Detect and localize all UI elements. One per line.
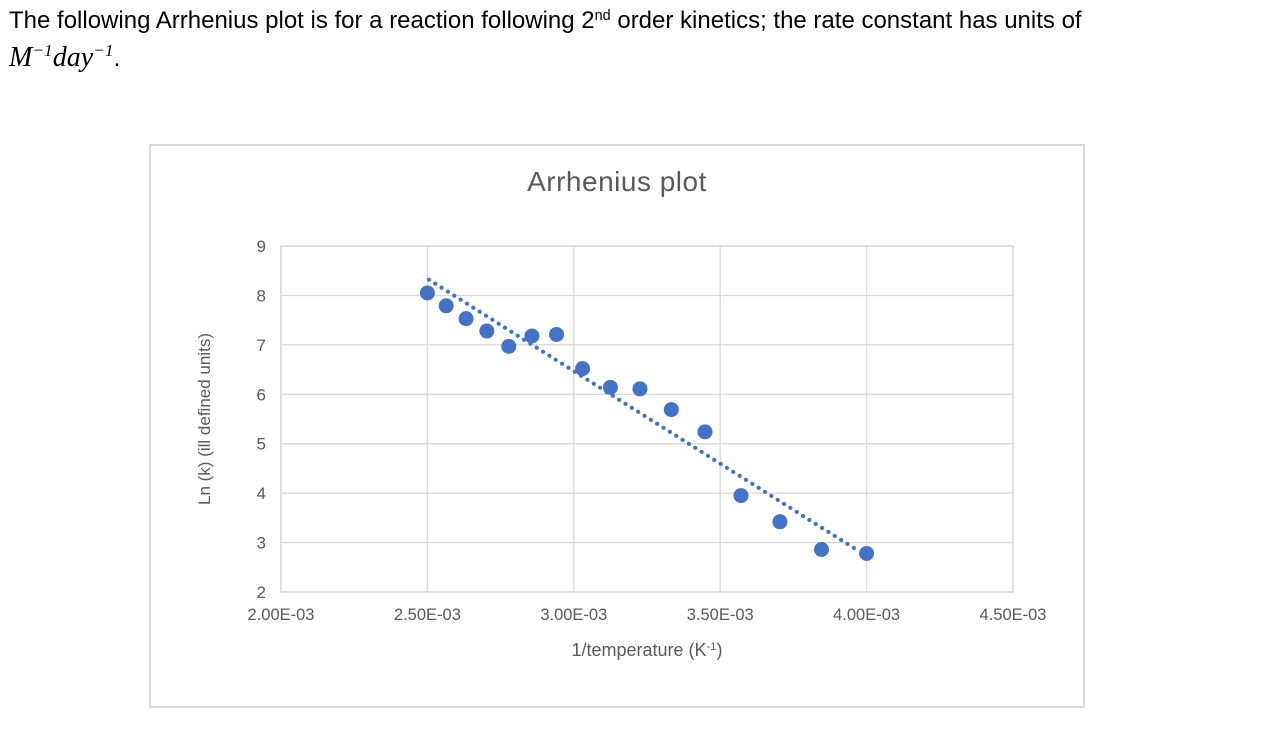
data-point-14 (814, 541, 830, 557)
x-axis-title-main: 1/temperature (K (571, 640, 707, 660)
y-tick-label-7: 7 (257, 336, 266, 355)
formula-period: . (113, 45, 121, 72)
data-point-6 (549, 326, 565, 342)
data-point-9 (632, 381, 648, 397)
chart-title: Arrhenius plot (527, 166, 707, 197)
data-point-0 (419, 285, 435, 301)
data-point-7 (575, 361, 591, 377)
x-tick-label-4.00E-03: 4.00E-03 (833, 606, 900, 624)
question-text: The following Arrhenius plot is for a re… (9, 6, 1269, 75)
question-text-part2: order kinetics; the rate constant has un… (610, 7, 1082, 34)
data-point-4 (501, 338, 517, 354)
rate-constant-units-formula: M−1day−1. (9, 40, 1269, 75)
trendline (426, 277, 860, 553)
x-tick-label-2.00E-03: 2.00E-03 (248, 606, 315, 624)
y-tick-label-2: 2 (257, 583, 266, 602)
formula-molarity: M (9, 42, 33, 73)
x-tick-label-3.50E-03: 3.50E-03 (687, 606, 754, 624)
data-point-2 (458, 311, 474, 327)
formula-day-exponent: −1 (93, 41, 114, 61)
x-tick-label-3.00E-03: 3.00E-03 (540, 606, 607, 624)
formula-day: day (52, 42, 94, 73)
data-point-12 (733, 488, 749, 504)
data-point-3 (479, 323, 495, 339)
y-tick-label-5: 5 (257, 435, 266, 454)
ordinal-superscript: nd (594, 8, 611, 25)
y-axis-title: Ln (k) (ill defined units) (195, 333, 214, 505)
x-axis-title: 1/temperature (K-1) (281, 640, 1013, 661)
x-tick-label-2.50E-03: 2.50E-03 (394, 606, 461, 624)
x-tick-label-4.50E-03: 4.50E-03 (980, 606, 1047, 624)
y-tick-label-4: 4 (257, 484, 266, 503)
data-point-15 (859, 545, 875, 561)
data-point-10 (663, 402, 679, 418)
chart-container: Arrhenius plot 2 3 4 5 6 7 8 9 2.00E-03 2.50E-03 3… (149, 144, 1085, 708)
question-text-line1: The following Arrhenius plot is for a re… (9, 7, 1082, 34)
x-axis-title-exponent: -1 (706, 641, 717, 654)
y-tick-label-3: 3 (257, 534, 266, 553)
x-axis-title-close: ) (716, 640, 723, 660)
data-point-1 (438, 298, 454, 314)
question-text-part1: The following Arrhenius plot is for a re… (9, 7, 595, 34)
y-tick-label-6: 6 (257, 385, 266, 404)
data-point-5 (524, 328, 540, 344)
plot-area-border (280, 245, 1014, 593)
data-point-13 (772, 514, 788, 530)
formula-molarity-exponent: −1 (32, 41, 53, 61)
y-tick-label-9: 9 (257, 237, 266, 256)
arrhenius-scatter-plot: 2 3 4 5 6 7 8 9 2.00E-03 2.50E-03 3.00E-03 3.50E-03… (248, 237, 1047, 624)
y-tick-label-8: 8 (257, 286, 266, 305)
data-point-11 (697, 424, 713, 440)
